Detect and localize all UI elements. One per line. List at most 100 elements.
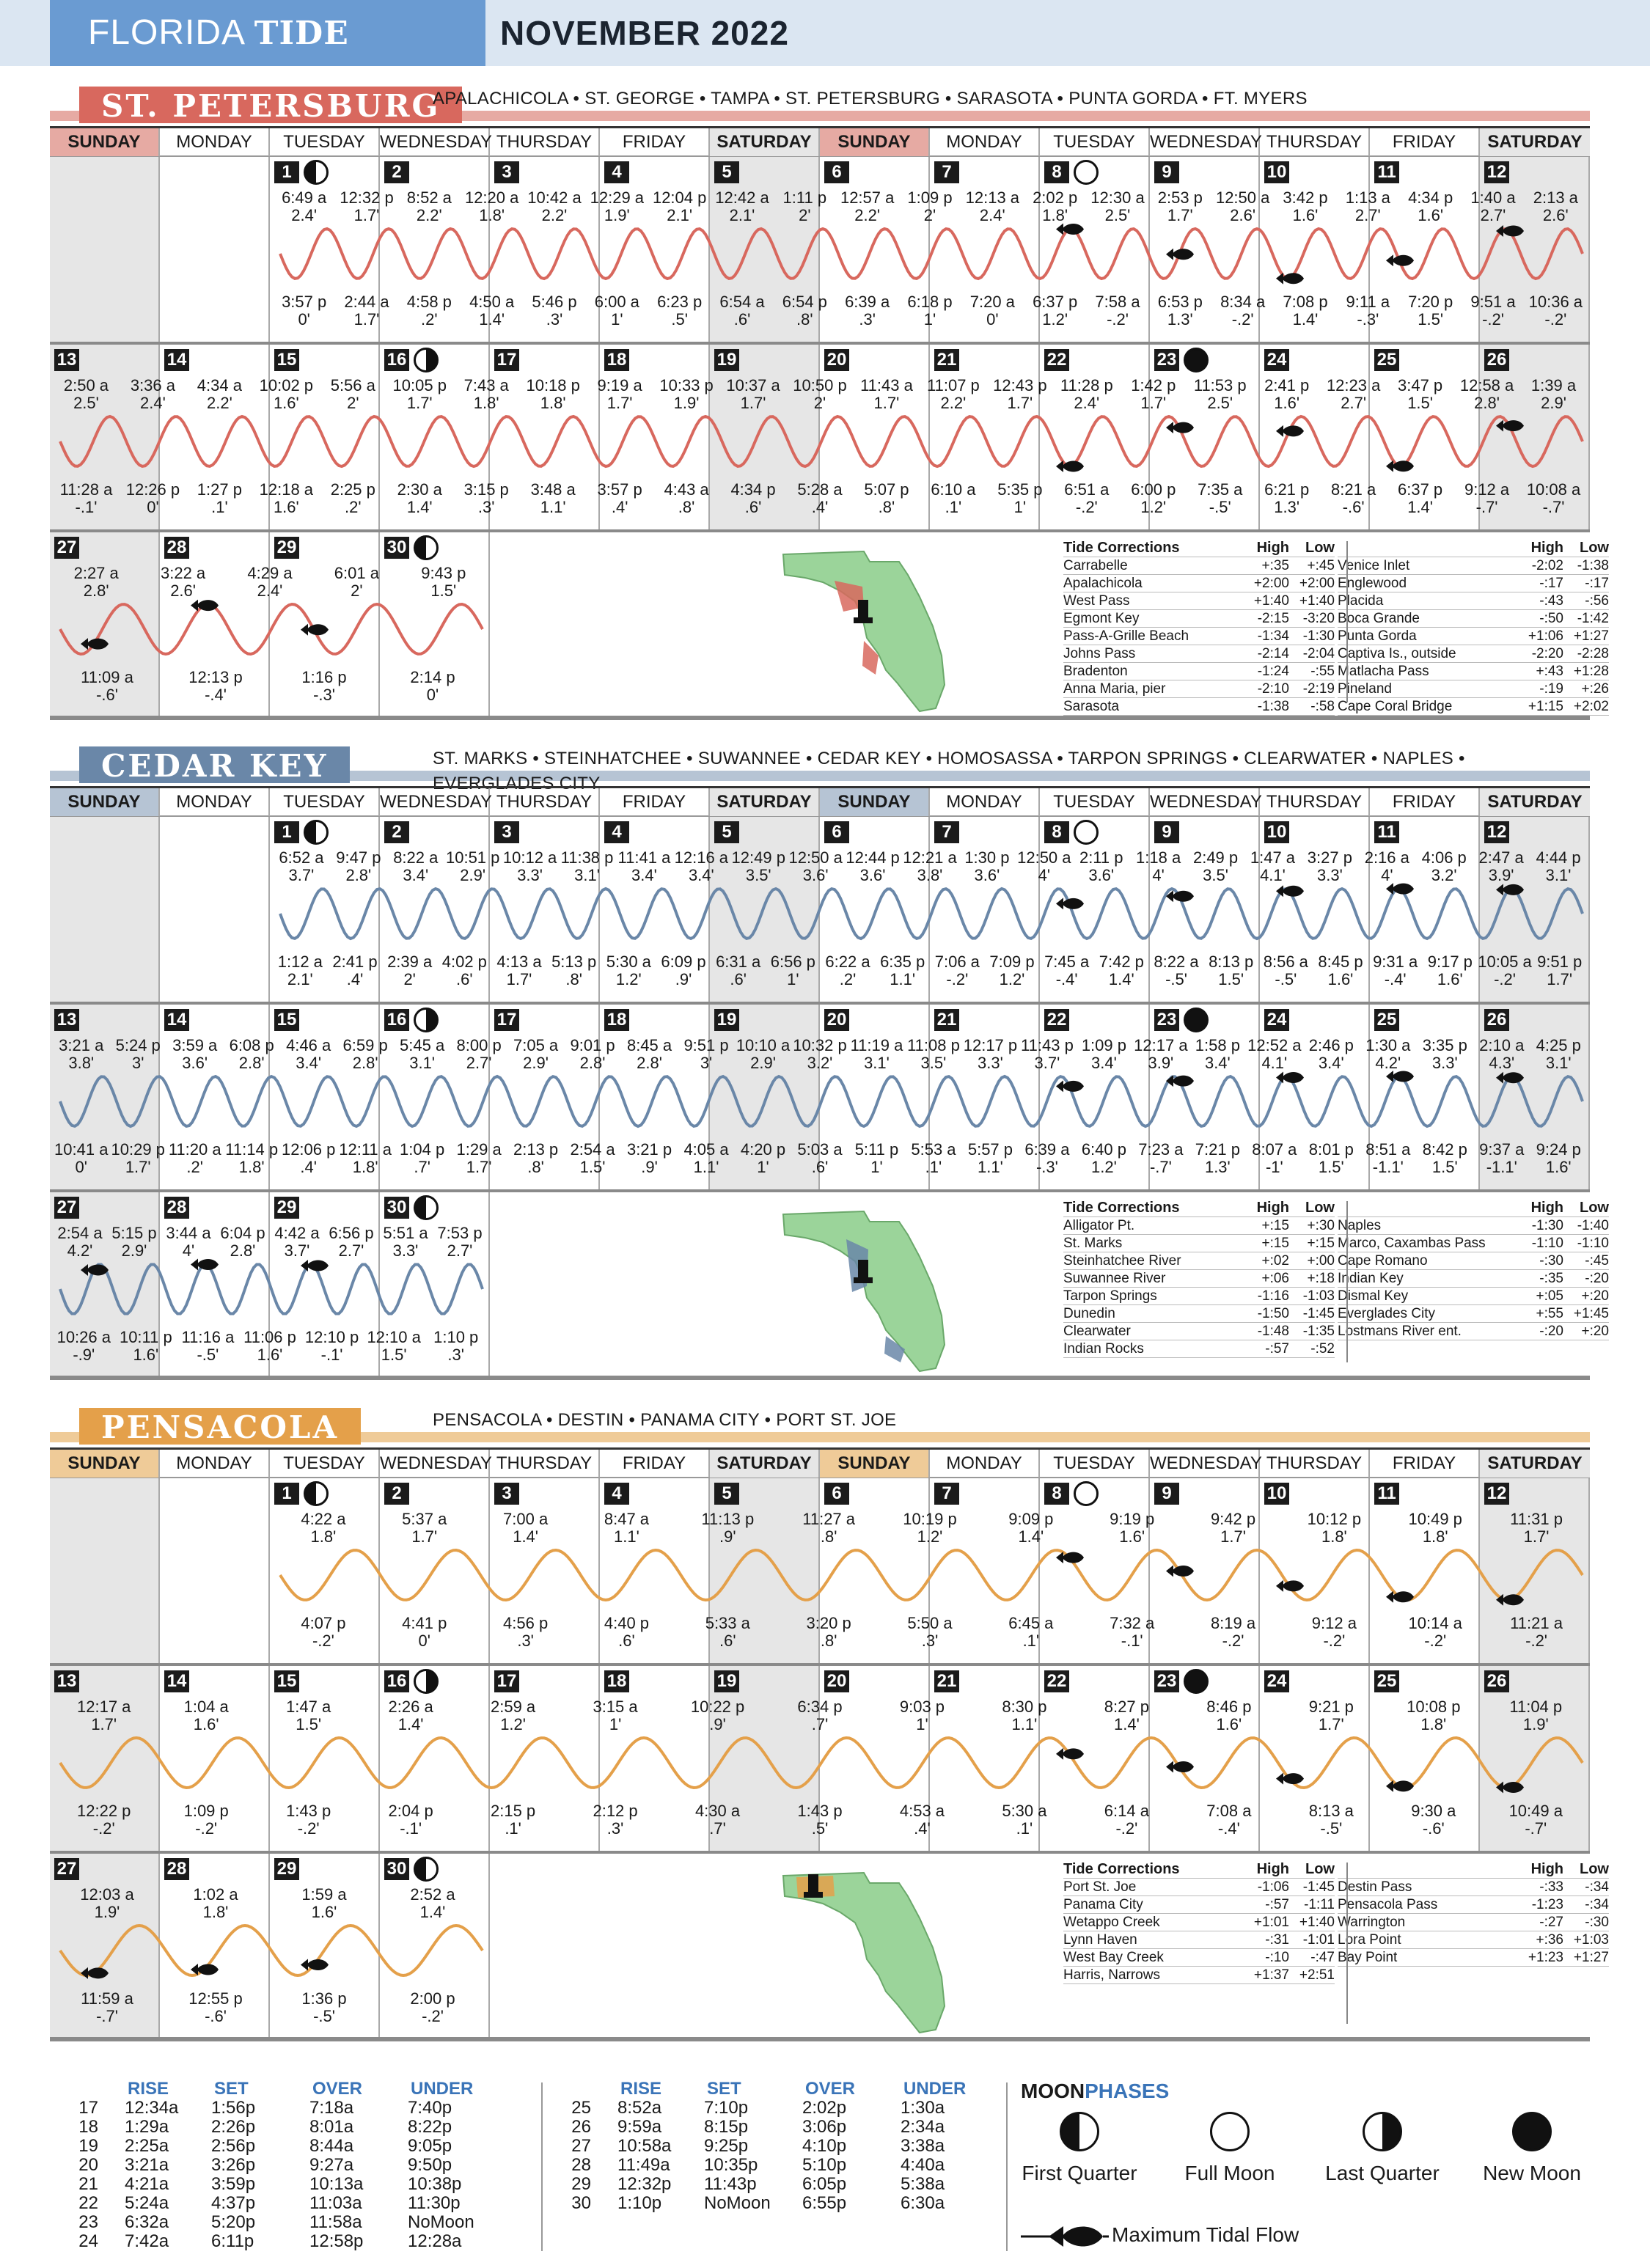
high-tide-label: 1:18 a 4': [1125, 849, 1192, 884]
tide-height: -.4': [205, 686, 227, 704]
high-tide-label: 7:00 a 1.4': [492, 1511, 560, 1546]
legend-label: Last Quarter: [1325, 2162, 1440, 2184]
low-correction: -1:42: [1577, 611, 1609, 626]
low-tide-label: 11:28 a -.1': [52, 481, 120, 516]
tide-height: 3.6': [1088, 866, 1115, 884]
tide-time: 2:41 p: [332, 953, 378, 971]
correction-row: Suwannee River +:06 +:18: [1063, 1270, 1335, 1288]
low-tide-label: 11:16 a -.5': [174, 1329, 241, 1364]
correction-row: Tarpon Springs -1:16 -1:03: [1063, 1288, 1335, 1305]
florida-map: [776, 1867, 952, 2039]
high-tide-label: 10:49 p 1.8': [1401, 1511, 1469, 1546]
tide-corrections-left: Tide Corrections High Low Port St. Joe -1:06…: [1063, 1861, 1335, 1984]
tide-time: 10:08 p: [1407, 1698, 1461, 1716]
tide-time: 11:19 a: [850, 1036, 903, 1054]
moon-under: 12:28a: [408, 2231, 462, 2251]
day-cell: [270, 345, 380, 529]
high-tide-label: 11:13 p .9': [694, 1511, 761, 1546]
corrections-divider: [1346, 1863, 1348, 2024]
week-row: 13 14 15 16 17 18 19 20 21 22 23 24 25 26 2:50 a 2.5' 3:…: [50, 345, 1590, 532]
high-tide-label: 4:06 p 3.2': [1410, 849, 1478, 884]
location-name: Placida: [1338, 593, 1384, 609]
tide-height: 1.8': [473, 394, 499, 412]
tide-height: -.5': [1320, 1819, 1343, 1838]
tide-time: 4:02 p: [441, 953, 487, 971]
first-quarter-moon-icon: [1060, 2112, 1099, 2151]
fish-icon: [1056, 1552, 1084, 1564]
day-cell: [1040, 1005, 1150, 1189]
low-tide-label: 2:25 p .2': [319, 481, 386, 516]
day-cell: [1260, 1666, 1370, 1851]
tide-time: 1:13 a: [1345, 188, 1390, 207]
high-tide-label: 10:10 a 2.9': [730, 1037, 797, 1072]
low-tide-label: 12:13 p -.4': [182, 669, 249, 704]
tide-time: 4:29 a: [247, 564, 293, 582]
tide-height: 3.6': [974, 866, 1000, 884]
location-name: Indian Key: [1338, 1271, 1404, 1286]
day-cell: [160, 345, 270, 529]
day-number: 10: [1264, 1483, 1289, 1505]
tide-time: 3:44 a: [166, 1224, 211, 1242]
correction-row: Venice Inlet -2:02 -1:38: [1338, 557, 1609, 575]
tide-time: 8:51 a: [1365, 1140, 1411, 1159]
high-correction: -:30: [1539, 1253, 1563, 1269]
low-tide-label: 5:13 p .8': [540, 953, 608, 988]
high-tide-label: 4:46 a 3.4': [275, 1037, 342, 1072]
moonset: 4:37p: [211, 2193, 256, 2213]
high-tide-label: 8:45 a 2.8': [616, 1037, 683, 1072]
tide-time: 1:58 p: [1195, 1036, 1240, 1054]
correction-row: Harris, Narrows +1:37 +2:51: [1063, 1967, 1335, 1984]
tide-height: 3': [132, 1054, 144, 1072]
new-moon-icon: [1184, 1008, 1209, 1032]
low-correction: -2:19: [1302, 681, 1335, 697]
tide-height: .7': [709, 1819, 726, 1838]
tide-time: 8:19 a: [1210, 1614, 1256, 1632]
tide-height: 3.4': [296, 1054, 322, 1072]
tide-time: 12:32 p: [340, 188, 394, 207]
fish-icon: [1386, 254, 1414, 267]
tide-height: 1.5': [1431, 1158, 1458, 1176]
tide-height: 0': [426, 686, 439, 704]
tide-height: 1.2': [999, 970, 1025, 988]
low-tide-label: 9:51 p 1.7': [1526, 953, 1594, 988]
weekday-label: SATURDAY: [710, 128, 820, 156]
tide-height: 2.8': [637, 1054, 662, 1072]
tide-height: .5': [671, 310, 688, 329]
high-tide-label: 5:51 a 3.3': [372, 1225, 439, 1260]
weekday-label: SUNDAY: [820, 128, 930, 156]
tide-time: 10:12 p: [1307, 1510, 1362, 1528]
high-correction: -2:10: [1257, 681, 1289, 697]
tide-curve: [279, 227, 1584, 281]
high-tide-label: 12:04 p 2.1': [646, 189, 714, 224]
day-number: 29: [274, 1858, 299, 1880]
high-tide-label: 9:19 p 1.6': [1099, 1511, 1166, 1546]
tide-time: 2:02 p: [1033, 188, 1078, 207]
low-tide-label: 3:21 p .9': [616, 1141, 683, 1176]
tide-height: 1.6': [133, 1346, 159, 1364]
tide-time: 2:47 a: [1478, 848, 1524, 867]
location-name: Anna Maria, pier: [1063, 681, 1166, 697]
tide-height: 1.2': [1091, 1158, 1117, 1176]
high-header: High: [1530, 540, 1563, 556]
day-cell: [1480, 345, 1590, 529]
tide-height: .4': [811, 498, 829, 516]
last-quarter-moon-icon: [414, 1008, 439, 1032]
day-number: 24: [1264, 1670, 1289, 1692]
moon-over: 5:10p: [802, 2155, 847, 2175]
tide-time: 10:08 a: [1526, 480, 1581, 499]
correction-row: Dismal Key +:05 +:20: [1338, 1288, 1609, 1305]
tide-time: 4:56 p: [503, 1614, 549, 1632]
location-name: Naples: [1338, 1218, 1382, 1233]
tide-time: 7:05 a: [513, 1036, 559, 1054]
tide-time: 3:59 a: [172, 1036, 218, 1054]
low-tide-label: 7:20 a 0': [958, 293, 1026, 329]
high-correction: -1:50: [1257, 1306, 1289, 1321]
tide-time: 6:31 a: [716, 953, 761, 971]
day-number: 18: [604, 1009, 629, 1031]
day-number: 20: [824, 1009, 849, 1031]
tide-height: 3.5': [920, 1054, 947, 1072]
tide-height: 1.2': [615, 970, 642, 988]
location-name: Indian Rocks: [1063, 1341, 1144, 1357]
low-tide-label: 11:14 p 1.8': [218, 1141, 285, 1176]
new-moon-icon: [1184, 348, 1209, 373]
